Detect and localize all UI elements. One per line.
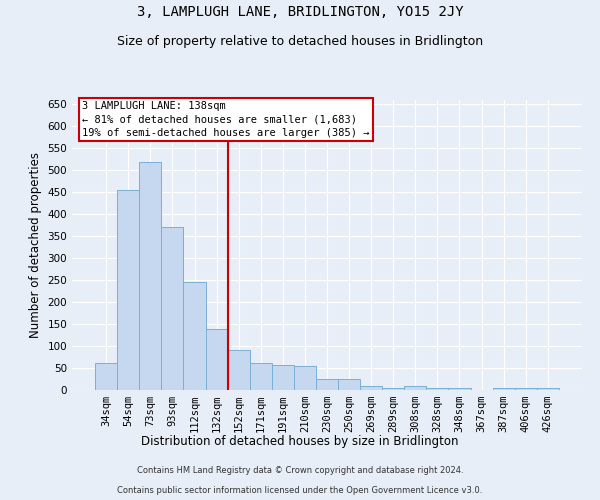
Bar [294, 366, 316, 390]
Text: Size of property relative to detached houses in Bridlington: Size of property relative to detached ho… [117, 35, 483, 48]
Bar [95, 363, 117, 390]
Text: Distribution of detached houses by size in Bridlington: Distribution of detached houses by size … [141, 435, 459, 448]
Bar [404, 386, 427, 390]
Bar [227, 350, 250, 390]
Bar [250, 363, 272, 390]
Bar [537, 388, 559, 390]
Bar [316, 378, 338, 390]
Bar [493, 388, 515, 390]
Text: 3 LAMPLUGH LANE: 138sqm
← 81% of detached houses are smaller (1,683)
19% of semi: 3 LAMPLUGH LANE: 138sqm ← 81% of detache… [82, 102, 370, 138]
Bar [184, 282, 206, 390]
Bar [448, 388, 470, 390]
Bar [515, 388, 537, 390]
Text: Contains HM Land Registry data © Crown copyright and database right 2024.: Contains HM Land Registry data © Crown c… [137, 466, 463, 475]
Bar [117, 190, 139, 390]
Text: Contains public sector information licensed under the Open Government Licence v3: Contains public sector information licen… [118, 486, 482, 495]
Bar [272, 364, 294, 390]
Bar [427, 388, 448, 390]
Bar [139, 162, 161, 390]
Bar [360, 386, 382, 390]
Y-axis label: Number of detached properties: Number of detached properties [29, 152, 42, 338]
Bar [382, 388, 404, 390]
Bar [338, 378, 360, 390]
Text: 3, LAMPLUGH LANE, BRIDLINGTON, YO15 2JY: 3, LAMPLUGH LANE, BRIDLINGTON, YO15 2JY [137, 5, 463, 19]
Bar [161, 228, 184, 390]
Bar [206, 330, 227, 390]
